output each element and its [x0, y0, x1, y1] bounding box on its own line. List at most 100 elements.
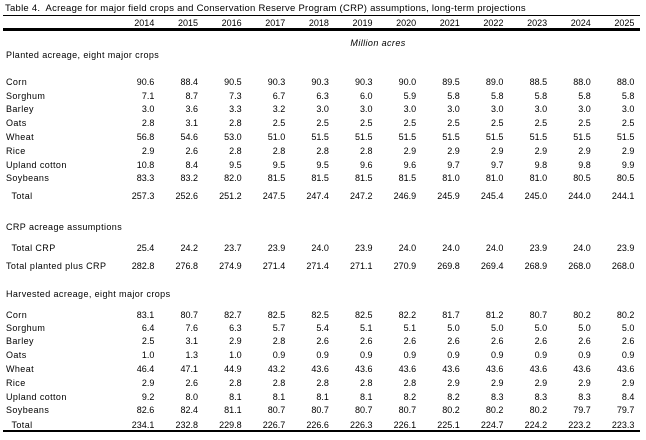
row-label: Total: [11, 420, 33, 431]
cell-value: 23.9: [529, 242, 548, 253]
table-row: Total 257.3 252.6 251.2 247.5 247.4 247.2 246.9…: [3, 191, 640, 201]
cell-value: 0.9: [534, 350, 548, 361]
cell-value: 90.3: [355, 77, 373, 87]
row-label: Corn: [6, 77, 28, 87]
cell-value: 24.2: [180, 242, 198, 253]
cell-value: 23.9: [616, 242, 635, 253]
cell-value: 43.6: [485, 364, 504, 374]
cell-value: 5.8: [621, 90, 635, 101]
cell-value: 2.9: [578, 145, 591, 156]
cell-value: 5.0: [447, 322, 460, 333]
cell-value: 7.1: [141, 90, 155, 101]
cell-value: 9.9: [621, 159, 635, 170]
row-label: Total: [11, 191, 33, 202]
cell-value: 3.0: [141, 104, 155, 115]
year-header-row: 2014 2015 2016 2017 2018 2019 2020 2021 2022 2023…: [3, 18, 640, 28]
table-title: Table 4. Acreage for major field crops a…: [5, 2, 526, 14]
cell-value: 2.6: [316, 336, 329, 347]
cell-value: 226.6: [306, 420, 329, 431]
cell-value: 3.0: [578, 104, 591, 115]
cell-value: 6.4: [141, 322, 155, 333]
cell-value: 81.7: [442, 309, 460, 320]
cell-value: 2.8: [272, 336, 286, 347]
cell-value: 24.0: [311, 242, 329, 253]
cell-value: 80.7: [311, 404, 329, 415]
cell-value: 43.6: [311, 364, 329, 374]
cell-value: 90.3: [267, 77, 286, 87]
cell-value: 8.7: [185, 90, 198, 101]
table-row: Wheat 56.8 54.6 53.0 51.0 51.5 51.5 51.5 51.5 51.…: [3, 132, 640, 142]
cell-value: 43.6: [573, 364, 591, 374]
cell-value: 6.3: [316, 90, 329, 101]
table-row: Soybeans 82.6 82.4 81.1 80.7 80.7 80.7 80.7 80.2…: [3, 405, 640, 415]
cell-value: 5.0: [578, 322, 591, 333]
cell-value: 82.4: [180, 404, 198, 415]
cell-value: 247.4: [306, 191, 329, 202]
cell-value: 82.5: [355, 309, 373, 320]
cell-value: 2.6: [185, 145, 198, 156]
cell-value: 2.8: [229, 145, 242, 156]
cell-value: 251.2: [219, 191, 242, 202]
unit-spacer: [3, 38, 116, 48]
cell-value: 2.5: [578, 118, 591, 129]
cell-value: 226.1: [393, 420, 417, 431]
cell-value: 3.0: [403, 104, 417, 115]
year-header: 2022: [483, 18, 504, 28]
cell-value: 7.3: [229, 90, 242, 101]
year-header: 2023: [527, 18, 548, 28]
year-header: 2014: [134, 18, 155, 28]
cell-value: 2.9: [141, 377, 155, 388]
cell-value: 245.4: [480, 191, 504, 202]
cell-value: 2.9: [490, 145, 504, 156]
cell-value: 0.9: [403, 350, 417, 361]
cell-value: 80.2: [529, 404, 548, 415]
cell-value: 2.8: [272, 145, 286, 156]
row-label: Soybeans: [6, 404, 50, 415]
cell-value: 9.7: [447, 159, 460, 170]
row-label: Oats: [6, 350, 27, 361]
cell-value: 90.6: [136, 77, 155, 87]
cell-value: 2.5: [403, 118, 417, 129]
cell-value: 10.8: [136, 159, 155, 170]
cell-value: 5.4: [316, 322, 329, 333]
cell-value: 257.3: [131, 191, 155, 202]
cell-value: 9.5: [316, 159, 329, 170]
cell-value: 51.5: [485, 131, 504, 142]
cell-value: 244.0: [568, 191, 591, 202]
cell-value: 83.1: [136, 309, 155, 320]
cell-value: 90.3: [311, 77, 329, 87]
cell-value: 3.0: [490, 104, 504, 115]
cell-value: 79.7: [573, 404, 591, 415]
cell-value: 51.5: [442, 131, 460, 142]
cell-value: 81.5: [398, 172, 417, 183]
row-label: Upland cotton: [6, 391, 67, 402]
cell-value: 2.5: [360, 118, 373, 129]
cell-value: 82.5: [311, 309, 329, 320]
cell-value: 80.5: [616, 172, 635, 183]
cell-value: 223.2: [568, 420, 591, 431]
row-label: Sorghum: [6, 322, 46, 333]
cell-value: 0.9: [578, 350, 591, 361]
cell-value: 5.0: [490, 322, 504, 333]
cell-value: 0.9: [316, 350, 329, 361]
row-label: Barley: [6, 336, 34, 347]
cell-value: 2.8: [316, 377, 329, 388]
cell-value: 1.0: [229, 350, 242, 361]
cell-value: 2.8: [403, 377, 417, 388]
cell-value: 88.4: [180, 77, 198, 87]
year-header: 2015: [177, 18, 198, 28]
cell-value: 3.0: [316, 104, 329, 115]
cell-value: 3.0: [360, 104, 373, 115]
cell-value: 44.9: [224, 364, 242, 374]
cell-value: 269.8: [437, 261, 460, 272]
cell-value: 244.1: [611, 191, 635, 202]
cell-value: 0.9: [621, 350, 635, 361]
cell-value: 51.5: [529, 131, 548, 142]
cell-value: 2.6: [360, 336, 373, 347]
cell-value: 2.9: [534, 145, 548, 156]
table-row: Upland cotton 9.2 8.0 8.1 8.1 8.1 8.1 8.2 8.2 8.3…: [3, 392, 640, 402]
cell-value: 2.9: [447, 377, 460, 388]
table-row: Total CRP 25.4 24.2 23.7 23.9 24.0 23.9 24.0 24.…: [3, 243, 640, 253]
cell-value: 24.0: [442, 242, 460, 253]
